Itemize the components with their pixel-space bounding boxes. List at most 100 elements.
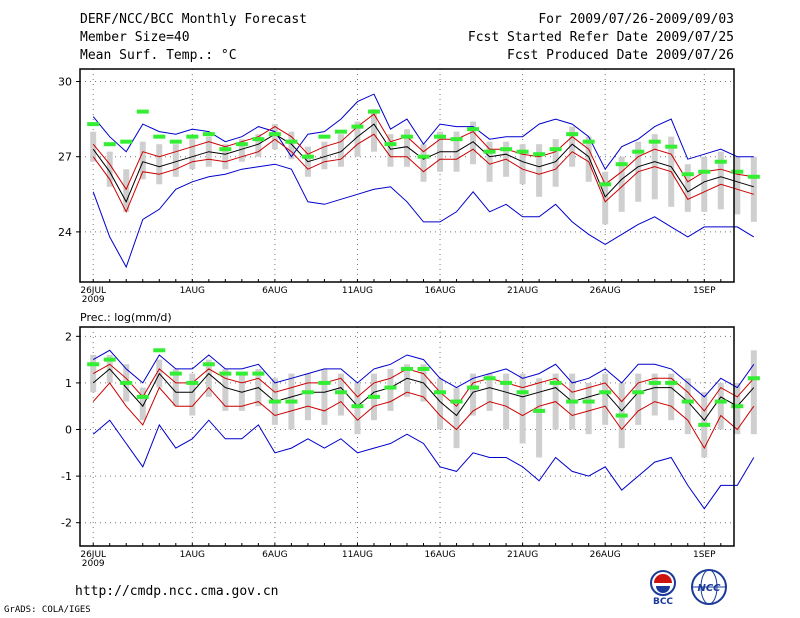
- green-marker: [500, 380, 513, 385]
- website-url[interactable]: http://cmdp.ncc.cma.gov.cn: [75, 584, 279, 599]
- green-marker: [202, 362, 215, 367]
- green-marker: [384, 142, 397, 147]
- green-marker: [483, 149, 496, 154]
- green-marker: [483, 376, 496, 381]
- green-marker: [219, 147, 232, 152]
- precip-title: Prec.: log(mm/d): [80, 311, 172, 324]
- spread-bar: [486, 141, 493, 182]
- green-marker: [582, 139, 595, 144]
- green-marker: [434, 390, 447, 395]
- green-marker: [632, 149, 645, 154]
- spread-bar: [684, 164, 691, 212]
- spread-bar: [453, 387, 460, 449]
- red-lower-line: [92, 133, 754, 213]
- spread-bar: [618, 156, 625, 212]
- spread-bar: [238, 139, 245, 162]
- green-marker: [334, 390, 347, 395]
- green-marker: [417, 366, 430, 371]
- green-marker: [533, 152, 546, 157]
- spread-bar: [139, 141, 146, 180]
- green-marker: [384, 385, 397, 390]
- spread-bar: [321, 368, 328, 425]
- spread-bar: [172, 368, 179, 407]
- bcc-logo: BCC: [650, 570, 676, 606]
- green-marker: [235, 371, 248, 376]
- green-marker: [351, 124, 364, 129]
- green-marker: [252, 137, 265, 142]
- x-tick-label: 26JUL: [80, 550, 106, 560]
- spread-bar: [205, 359, 212, 397]
- spread-bar: [602, 171, 609, 225]
- x-tick-label: 1SEP: [693, 550, 716, 560]
- green-marker: [714, 159, 727, 164]
- spread-bar: [288, 131, 295, 160]
- green-marker: [450, 399, 463, 404]
- green-marker: [169, 371, 182, 376]
- y-tick-label: 24: [58, 226, 72, 239]
- green-marker: [120, 380, 133, 385]
- spread-bar: [337, 373, 344, 416]
- x-tick-label: 16AUG: [424, 286, 455, 296]
- spread-bar: [337, 134, 344, 167]
- green-marker: [136, 394, 149, 399]
- blue-min-line: [92, 163, 755, 269]
- y-tick-label: 27: [58, 151, 72, 164]
- green-marker: [533, 408, 546, 413]
- spread-bar: [470, 373, 477, 416]
- green-marker: [648, 139, 661, 144]
- green-marker: [731, 169, 744, 174]
- green-marker: [714, 399, 727, 404]
- x-tick-label: 6AUG: [262, 550, 287, 560]
- x-tick-label: 26AUG: [590, 550, 621, 560]
- red-lower-line: [92, 382, 755, 450]
- green-marker: [136, 109, 149, 114]
- spread-bar: [701, 156, 708, 212]
- spread-bar: [750, 156, 757, 222]
- x-tick-label: 1AUG: [180, 550, 205, 560]
- spread-bar: [569, 126, 576, 167]
- green-marker: [549, 380, 562, 385]
- green-marker: [747, 174, 760, 179]
- chart-title: DERF/NCC/BCC Monthly Forecast: [80, 12, 307, 27]
- green-marker: [120, 139, 133, 144]
- red-upper-line: [92, 363, 755, 412]
- blue-max-line: [92, 93, 754, 171]
- x-tick-label: 6AUG: [262, 286, 287, 296]
- spread-bar: [486, 373, 493, 411]
- x-tick-label: 1AUG: [180, 286, 205, 296]
- green-marker: [235, 142, 248, 147]
- x-tick-label: 21AUG: [507, 286, 538, 296]
- spread-bar: [189, 373, 196, 416]
- spread-bar: [536, 144, 543, 197]
- green-marker: [285, 399, 298, 404]
- spread-bar: [189, 139, 196, 170]
- green-marker: [285, 139, 298, 144]
- spread-bar: [503, 373, 510, 430]
- green-marker: [186, 380, 199, 385]
- green-marker: [681, 399, 694, 404]
- spread-bar: [370, 109, 377, 152]
- x-tick-year: 2009: [82, 559, 105, 569]
- spread-bar: [536, 378, 543, 458]
- green-marker: [549, 147, 562, 152]
- green-marker: [665, 144, 678, 149]
- forecast-period: For 2009/07/26-2009/09/03: [538, 12, 734, 27]
- spread-bar: [139, 387, 146, 421]
- spread-bar: [90, 131, 97, 162]
- green-marker: [450, 137, 463, 142]
- spread-bar: [750, 350, 757, 435]
- grads-credit: GrADS: COLA/IGES: [4, 605, 91, 615]
- spread-bar: [734, 382, 741, 435]
- spread-bar: [404, 364, 410, 397]
- spread-bar: [387, 368, 394, 411]
- ensemble-mean-line: [92, 123, 754, 203]
- green-marker: [301, 154, 314, 159]
- spread-bar: [717, 382, 724, 430]
- green-marker: [103, 142, 116, 147]
- green-marker: [615, 413, 628, 418]
- green-marker: [516, 390, 529, 395]
- green-marker: [615, 162, 628, 167]
- spread-bar: [106, 151, 113, 187]
